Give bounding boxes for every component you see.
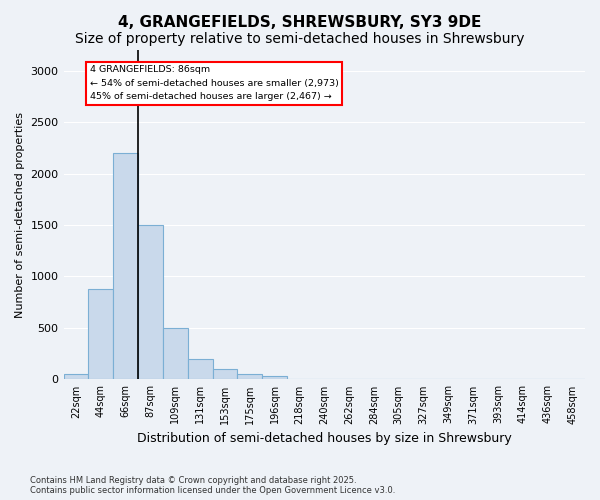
- Text: Contains HM Land Registry data © Crown copyright and database right 2025.
Contai: Contains HM Land Registry data © Crown c…: [30, 476, 395, 495]
- Bar: [113, 153, 138, 380]
- Bar: [238, 374, 262, 380]
- Bar: [64, 374, 88, 380]
- Bar: [262, 376, 287, 380]
- Bar: [163, 328, 188, 380]
- Y-axis label: Number of semi-detached properties: Number of semi-detached properties: [15, 112, 25, 318]
- Bar: [138, 225, 163, 380]
- X-axis label: Distribution of semi-detached houses by size in Shrewsbury: Distribution of semi-detached houses by …: [137, 432, 512, 445]
- Bar: [287, 379, 312, 380]
- Bar: [188, 359, 212, 380]
- Bar: [88, 289, 113, 380]
- Text: 4 GRANGEFIELDS: 86sqm
← 54% of semi-detached houses are smaller (2,973)
45% of s: 4 GRANGEFIELDS: 86sqm ← 54% of semi-deta…: [89, 66, 338, 101]
- Text: Size of property relative to semi-detached houses in Shrewsbury: Size of property relative to semi-detach…: [75, 32, 525, 46]
- Bar: [212, 369, 238, 380]
- Text: 4, GRANGEFIELDS, SHREWSBURY, SY3 9DE: 4, GRANGEFIELDS, SHREWSBURY, SY3 9DE: [118, 15, 482, 30]
